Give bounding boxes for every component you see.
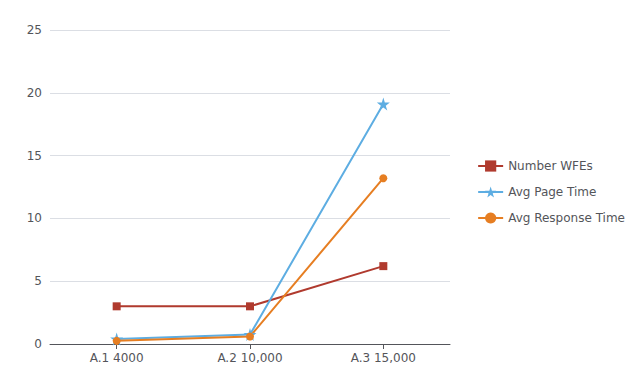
svg-text:Avg Page Time: Avg Page Time: [508, 185, 596, 199]
svg-text:20: 20: [27, 86, 42, 100]
svg-text:Avg Response Time: Avg Response Time: [508, 211, 625, 225]
svg-text:0: 0: [34, 337, 42, 351]
svg-text:A.1 4000: A.1 4000: [90, 351, 144, 365]
svg-text:15: 15: [27, 149, 42, 163]
svg-text:10: 10: [27, 211, 42, 225]
svg-text:5: 5: [34, 274, 42, 288]
svg-text:Number WFEs: Number WFEs: [508, 159, 593, 173]
svg-text:A.2 10,000: A.2 10,000: [217, 351, 282, 365]
svg-text:A.3 15,000: A.3 15,000: [351, 351, 416, 365]
svg-text:25: 25: [27, 23, 42, 37]
